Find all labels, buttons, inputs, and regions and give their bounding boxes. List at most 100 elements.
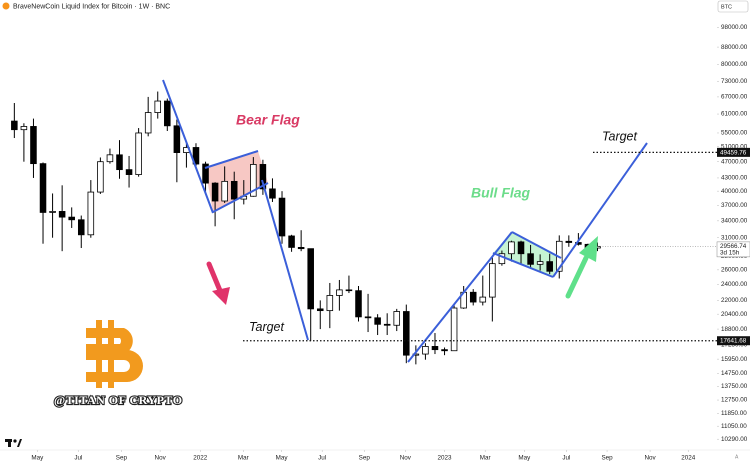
candle-body (164, 100, 171, 127)
y-tick-label: 34000.00 (721, 218, 748, 225)
arrow-shaft (206, 261, 224, 296)
candle-body (278, 197, 286, 237)
candle-body (364, 316, 372, 319)
candle-body (125, 169, 133, 175)
candle-body (116, 154, 123, 171)
y-tick-label: 11050.00 (721, 423, 747, 430)
target-label: Target (602, 130, 638, 144)
y-tick-label: 31000.00 (721, 234, 748, 241)
y-tick-label: 47000.00 (721, 158, 748, 165)
x-tick-label: May (31, 455, 44, 462)
x-tick-label: Jul (74, 455, 82, 462)
trend-line (492, 252, 554, 278)
candle-body (527, 253, 534, 265)
x-tick-label: Sep (116, 455, 128, 462)
y-tick-label: 24000.00 (721, 281, 748, 288)
up-arrow (565, 236, 598, 299)
price-tag-label: 17641.68 (720, 338, 747, 345)
candle-body (154, 100, 162, 113)
candle-body (536, 261, 544, 265)
tv-logo (5, 439, 22, 447)
y-tick-label: 37000.00 (721, 202, 748, 209)
candle-body (135, 132, 142, 175)
candle-body (58, 211, 66, 218)
candle-body (393, 311, 401, 326)
candle-body (269, 188, 276, 199)
y-tick-label: 13750.00 (721, 383, 748, 390)
candle-body (383, 323, 391, 326)
candle-body (68, 216, 75, 221)
bull-flag-label: Bull Flag (471, 185, 531, 201)
candle-body (77, 219, 85, 236)
x-tick-label: Mar (480, 455, 491, 462)
candle-body (336, 289, 343, 296)
arrow-head (212, 287, 230, 305)
y-tick-label: 12750.00 (721, 397, 748, 404)
candle-body (450, 307, 458, 352)
candle-body (211, 182, 219, 202)
overlay: Bear Flag Bull Flag @TITAN OF CRYPTO Tar… (5, 79, 717, 447)
candle-body (469, 291, 477, 303)
down-arrow (206, 261, 230, 305)
last-price-tag (716, 241, 750, 258)
candle-body (307, 248, 314, 310)
last-price-label: 29566.74 (720, 243, 747, 250)
candle-body (20, 126, 28, 131)
y-tick-label: 61000.00 (721, 111, 748, 118)
y-tick-label: 22000.00 (721, 297, 748, 304)
trend-line (204, 150, 259, 169)
logo-upper (86, 328, 133, 354)
tv-logo-part (13, 439, 17, 443)
symbol-box[interactable] (717, 0, 749, 13)
y-tick-label: 88000.00 (721, 44, 748, 51)
candle-body (288, 235, 295, 248)
y-tick-label: 15950.00 (721, 356, 748, 363)
bitcoin-logo (86, 320, 143, 388)
candle-body (431, 346, 439, 351)
candle-body (403, 311, 410, 356)
candle-body (11, 120, 18, 131)
tv-logo-part (17, 439, 22, 447)
x-tick-label: May (276, 455, 289, 462)
candle-body (355, 290, 362, 318)
symbol-icon (2, 2, 10, 10)
candle-body (39, 163, 47, 213)
arrow-head (579, 236, 598, 262)
candle-body (97, 161, 104, 193)
price-axis (717, 14, 750, 450)
candle-body (546, 261, 553, 272)
symbol[interactable]: BTC (721, 4, 732, 10)
trend-line (552, 142, 648, 278)
x-tick-label: Nov (155, 455, 167, 462)
x-tick-label: 2024 (681, 455, 696, 462)
candle-body (345, 289, 353, 292)
trend-line (261, 179, 309, 341)
x-tick-label: Mar (238, 455, 249, 462)
y-tick-label: 43000.00 (721, 175, 748, 182)
x-tick-label: 2022 (193, 455, 208, 462)
y-tick-label: 73000.00 (721, 78, 748, 85)
candle-body (479, 296, 487, 303)
candle-body (230, 180, 238, 200)
x-tick-label: 2023 (438, 455, 453, 462)
arrow-shaft (565, 255, 589, 299)
x-tick-label: May (518, 455, 531, 462)
price-tag (717, 147, 750, 157)
trend-line (212, 182, 269, 213)
target-label: Target (249, 320, 285, 334)
y-tick-label: 67000.00 (721, 94, 748, 101)
candle-body (374, 317, 381, 325)
trend-line (162, 79, 214, 214)
candle-body (221, 180, 228, 202)
candle-body (326, 295, 334, 312)
candle-body (144, 112, 152, 134)
bear-flag-label: Bear Flag (236, 112, 300, 128)
x-tick-label: Jul (562, 455, 570, 462)
y-tick-label: 14750.00 (721, 370, 748, 377)
auto-scale[interactable]: A (735, 454, 739, 460)
y-tick-label: 55000.00 (721, 130, 748, 137)
candle-body (250, 164, 257, 197)
candle-body (517, 241, 525, 255)
candle-body (30, 126, 37, 165)
